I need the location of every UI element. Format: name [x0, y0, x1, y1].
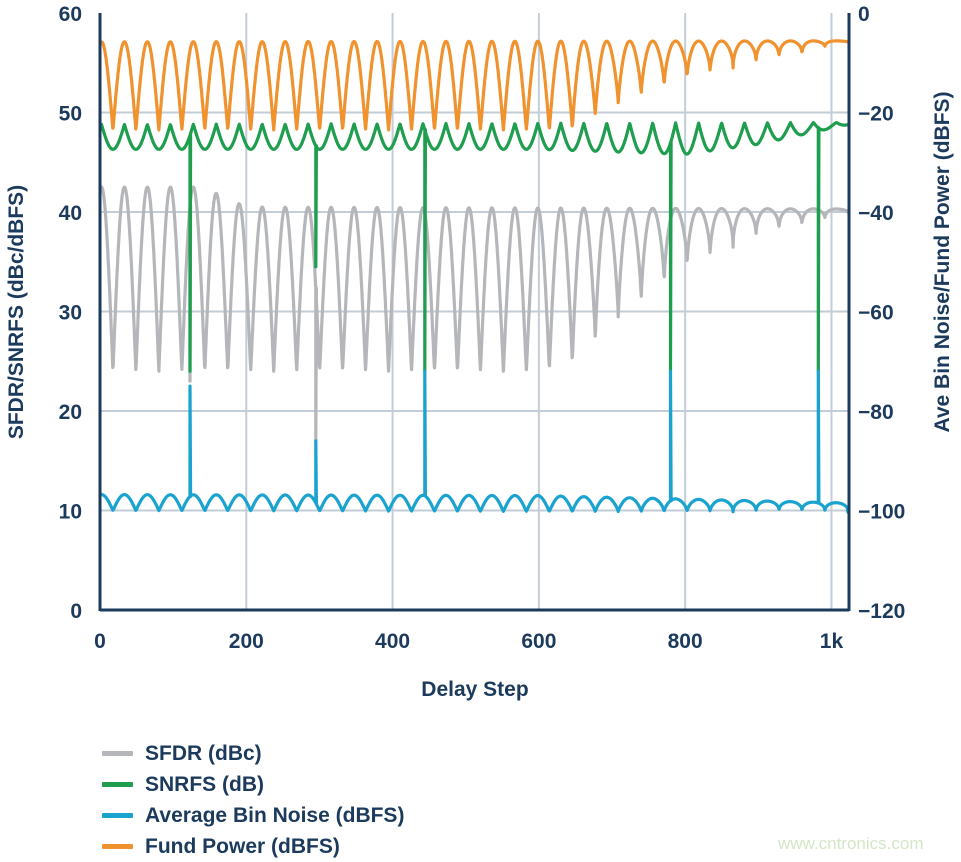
left-y-tick-label: 10: [59, 501, 82, 524]
x-tick-label: 0: [94, 630, 106, 653]
x-tick-label: 800: [668, 630, 703, 653]
right-y-tick-label: −40: [858, 202, 894, 225]
legend-swatch-snrfs: [102, 782, 133, 787]
left-y-tick-label: 60: [59, 3, 82, 26]
axes: [98, 13, 851, 612]
legend-swatch-average-bin-noise: [102, 813, 133, 818]
right-y-tick-label: −120: [858, 600, 905, 623]
left-y-tick-label: 50: [59, 103, 82, 126]
x-tick-label: 200: [229, 630, 264, 653]
right-y-tick-label: −80: [858, 401, 894, 424]
legend-label: SFDR (dBc): [145, 741, 262, 765]
legend-swatch-sfdr: [102, 751, 133, 756]
x-axis-title: Delay Step: [421, 678, 528, 701]
left-y-tick-label: 20: [59, 401, 82, 424]
x-tick-label: 400: [375, 630, 410, 653]
left-y-tick-label: 0: [70, 600, 82, 623]
series-group: [98, 39, 851, 514]
series-line-fund-power-dbfs: [98, 39, 851, 132]
legend-item-average-bin-noise: Average Bin Noise (dBFS): [102, 800, 404, 831]
left-y-tick-label: 30: [59, 302, 82, 325]
left-y-tick-label: 40: [59, 202, 82, 225]
right-y-tick-label: 0: [858, 3, 870, 26]
legend-label: SNRFS (dB): [145, 772, 264, 796]
legend-label: Fund Power (dBFS): [145, 834, 340, 858]
right-axis-title: Ave Bin Noise/Fund Power (dBFS): [931, 91, 954, 432]
right-y-tick-label: −20: [858, 103, 894, 126]
legend-item-sfdr: SFDR (dBc): [102, 738, 404, 769]
right-y-tick-label: −100: [858, 501, 905, 524]
series-line-average-bin-noise-dbfs: [98, 369, 851, 514]
series-line-snrfs-db: [98, 121, 851, 373]
x-tick-label: 600: [521, 630, 556, 653]
series-line-sfdr-dbc: [98, 185, 851, 443]
legend: SFDR (dBc) SNRFS (dB) Average Bin Noise …: [102, 738, 404, 862]
right-y-tick-label: −60: [858, 302, 894, 325]
grid: [100, 13, 849, 610]
legend-label: Average Bin Noise (dBFS): [145, 803, 405, 827]
legend-swatch-fund-power: [102, 844, 133, 849]
x-tick-label: 1k: [820, 630, 844, 653]
legend-item-snrfs: SNRFS (dB): [102, 769, 404, 800]
legend-item-fund-power: Fund Power (dBFS): [102, 831, 404, 862]
watermark: www.cntronics.com: [778, 834, 924, 853]
left-axis-title: SFDR/SNRFS (dBc/dBFS): [5, 185, 28, 439]
